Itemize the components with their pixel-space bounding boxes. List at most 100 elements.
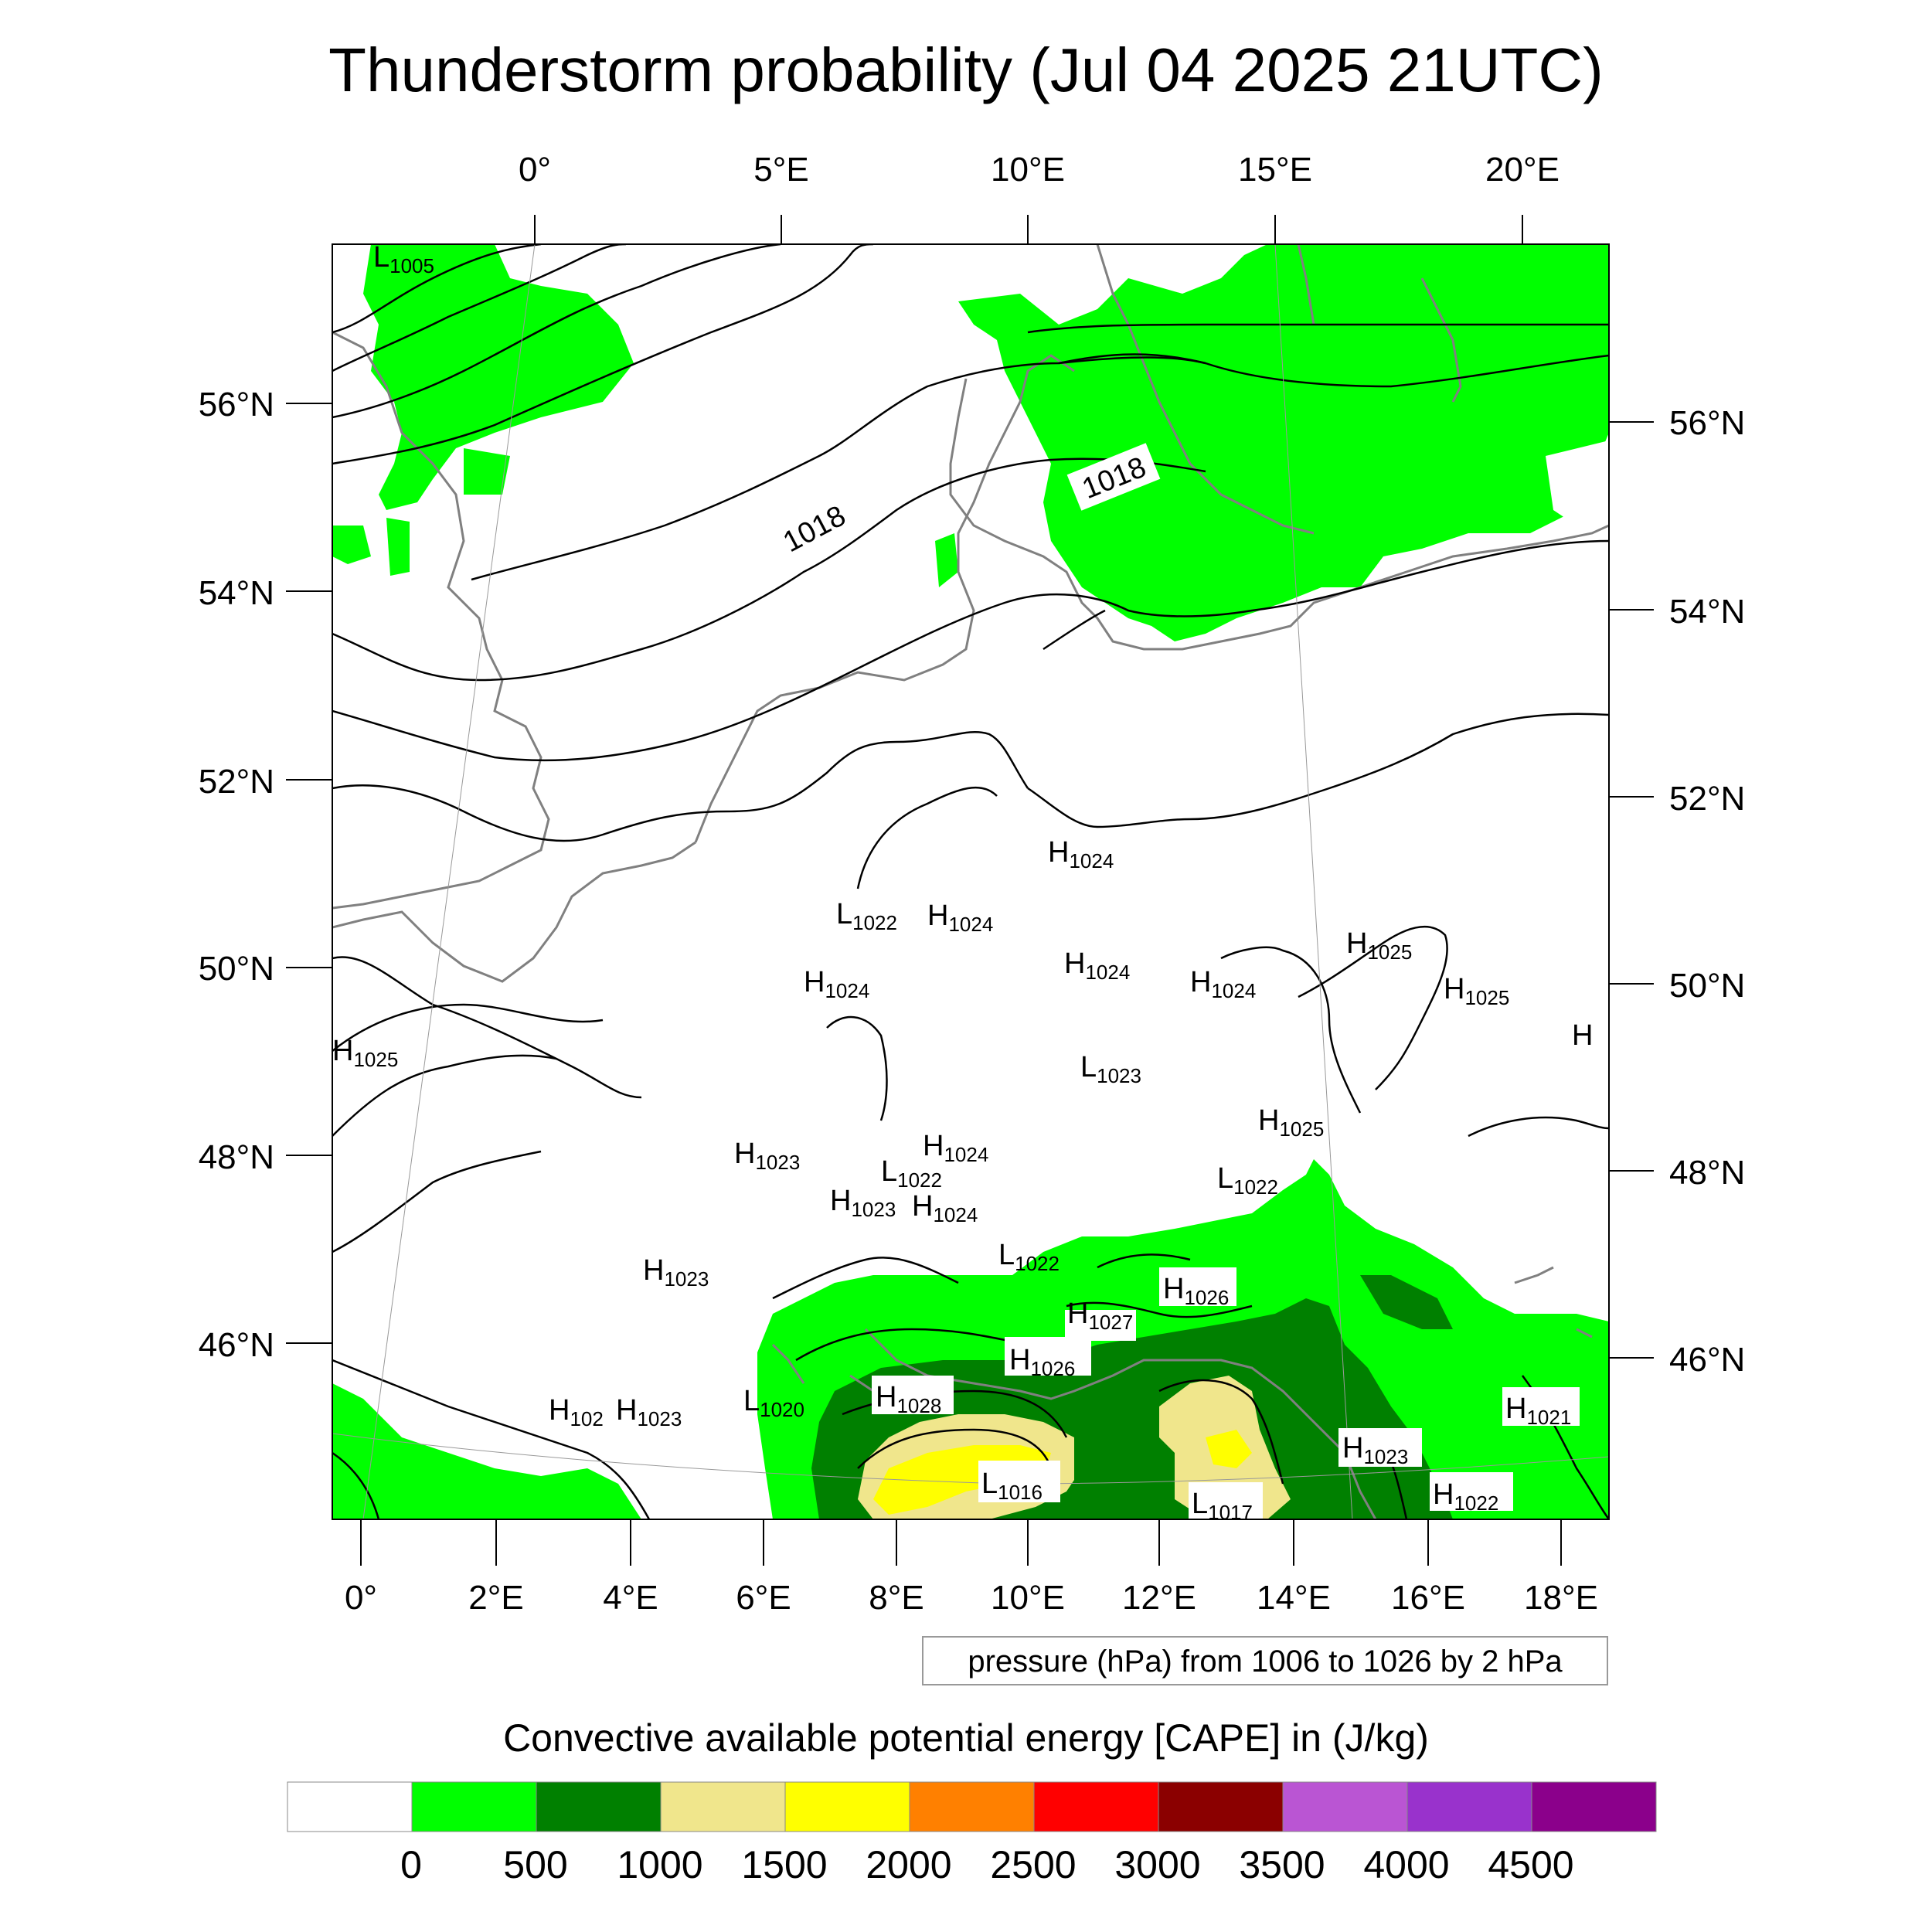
colorbar-swatch <box>1531 1781 1657 1832</box>
pressure-center: H1023 <box>643 1254 709 1291</box>
colorbar-tick: 3000 <box>1114 1843 1200 1886</box>
isobar-line <box>1298 925 1448 1090</box>
bottom-lon-label: 4°E <box>603 1579 658 1617</box>
right-lat-label: 56°N <box>1669 404 1745 442</box>
colorbar-tick: 2500 <box>990 1843 1076 1886</box>
cape-area-germany-north <box>935 533 958 587</box>
cape-area-northsea-2 <box>464 448 510 495</box>
pressure-center: H1024 <box>1048 836 1114 872</box>
pressure-center: H <box>1572 1019 1593 1052</box>
isobars <box>332 244 1609 1519</box>
isobar-line <box>332 1359 651 1519</box>
map-frame <box>332 243 1610 1520</box>
pressure-center: L1023 <box>1080 1051 1141 1087</box>
cape-area-northsea <box>363 244 634 510</box>
right-latitude-axis: 56°N 54°N 52°N 50°N 48°N 46°N <box>1609 404 1745 1379</box>
pressure-center: H1028 <box>876 1381 941 1417</box>
isobar-line <box>332 457 1206 682</box>
pressure-center: H1021 <box>1505 1393 1571 1429</box>
pressure-center: H1024 <box>923 1130 988 1166</box>
map-title: Thunderstorm probability (Jul 04 2025 21… <box>328 36 1604 104</box>
colorbar: Convective available potential energy [C… <box>287 1716 1657 1886</box>
isobar-line <box>795 1328 1029 1362</box>
map-panel: 1018 1018 L1005 H1024 L1022 H1024 H1024 <box>332 241 1610 1524</box>
left-latitude-axis: 56°N 54°N 52°N 50°N 48°N 46°N <box>199 386 332 1364</box>
coastline-sweden <box>1096 244 1315 535</box>
pressure-center: H1023 <box>616 1394 682 1430</box>
pressure-center: L1005 <box>373 241 434 277</box>
coastline-france <box>332 841 696 983</box>
pressure-center: H1025 <box>1444 973 1509 1009</box>
coastline-baltic-islands <box>1297 244 1462 403</box>
top-lon-label: 0° <box>519 151 551 189</box>
pressure-center: L1022 <box>881 1155 942 1192</box>
bottom-lon-label: 10°E <box>991 1579 1065 1617</box>
isobar-line <box>332 244 542 334</box>
top-longitude-axis: 0° 5°E 10°E 15°E 20°E <box>519 151 1560 244</box>
bottom-lon-label: 18°E <box>1524 1579 1598 1617</box>
right-lat-label: 52°N <box>1669 780 1745 818</box>
pressure-center: H1025 <box>332 1035 398 1071</box>
pressure-center: H1024 <box>1064 947 1130 984</box>
left-lat-label: 56°N <box>199 386 274 423</box>
colorbar-swatch <box>1158 1781 1284 1832</box>
cape-area-500-1000-center <box>1074 1430 1159 1519</box>
pressure-center: H1026 <box>1009 1344 1075 1380</box>
pressure-center: L1022 <box>998 1239 1060 1275</box>
colorbar-swatch <box>411 1781 537 1832</box>
isobar-line <box>1220 946 1362 1114</box>
isobar-line <box>471 356 1206 581</box>
isobar-line <box>1066 1301 1253 1318</box>
bottom-lon-label: 8°E <box>869 1579 923 1617</box>
isobar-line <box>332 539 1609 762</box>
isobar-line <box>1043 609 1106 651</box>
colorbar-tick: 0 <box>400 1843 422 1886</box>
colorbar-tick: 500 <box>503 1843 567 1886</box>
pressure-center: H1027 <box>1067 1298 1133 1334</box>
left-lat-label: 48°N <box>199 1138 274 1176</box>
isobar-line <box>1027 323 1609 334</box>
pressure-note-text: pressure (hPa) from 1006 to 1026 by 2 hP… <box>968 1645 1563 1679</box>
pressure-center: H1022 <box>1433 1478 1498 1515</box>
coastline-italy-adriatic <box>864 1328 1377 1519</box>
coastline-lowlands <box>694 354 1075 843</box>
cape-area-southwest <box>332 1383 641 1519</box>
colorbar-swatch <box>287 1781 413 1832</box>
left-lat-label: 46°N <box>199 1326 274 1364</box>
top-lon-label: 5°E <box>753 151 808 189</box>
left-lat-label: 52°N <box>199 763 274 801</box>
left-lat-label: 54°N <box>199 574 274 612</box>
pressure-center: H1025 <box>1346 927 1412 964</box>
cape-area-uk-edge-2 <box>386 518 410 576</box>
pressure-center: H1024 <box>912 1190 978 1226</box>
isobar-line <box>332 1150 542 1253</box>
colorbar-tick: 1500 <box>741 1843 827 1886</box>
colorbar-swatch <box>1282 1781 1408 1832</box>
cape-area-1500-2000-east <box>1206 1430 1252 1468</box>
colorbar-tick: 4000 <box>1363 1843 1449 1886</box>
pressure-note: pressure (hPa) from 1006 to 1026 by 2 hP… <box>922 1636 1608 1685</box>
pressure-center: H1023 <box>734 1138 800 1174</box>
isobar-line <box>1468 1116 1609 1138</box>
cape-area-uk-edge <box>332 526 371 564</box>
coastline-lakes <box>771 1343 874 1393</box>
colorbar-swatch <box>1406 1781 1532 1832</box>
colorbar-swatch <box>660 1781 786 1832</box>
top-lon-label: 15°E <box>1238 151 1312 189</box>
isobar-line <box>332 1054 557 1137</box>
bottom-longitude-axis: 0° 2°E 4°E 6°E 8°E 10°E 12°E 14°E 16°E 1… <box>345 1519 1598 1617</box>
isobar-line <box>332 1003 604 1052</box>
isobar-line <box>332 731 1029 842</box>
pressure-center: H1023 <box>1342 1432 1408 1468</box>
isobar-line <box>826 1015 888 1121</box>
colorbar-ticks: 0 500 1000 1500 2000 2500 3000 3500 4000… <box>400 1843 1574 1886</box>
pressure-center: H1025 <box>1258 1104 1324 1141</box>
coastlines <box>332 244 1609 1519</box>
colorbar-swatch <box>1033 1781 1159 1832</box>
top-lon-label: 20°E <box>1485 151 1560 189</box>
coastline-denmark <box>949 378 1609 651</box>
right-lat-label: 46°N <box>1669 1341 1745 1379</box>
isobar-line <box>856 786 998 889</box>
right-lat-label: 54°N <box>1669 593 1745 631</box>
